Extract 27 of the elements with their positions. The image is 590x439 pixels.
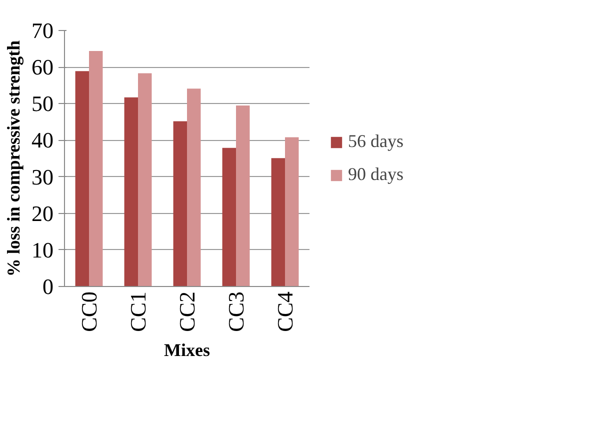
bar (222, 148, 236, 286)
bar (236, 105, 250, 286)
legend-label: 56 days (348, 131, 404, 152)
bar (75, 71, 89, 286)
bar (187, 88, 201, 286)
bar (124, 97, 138, 286)
x-axis-title: Mixes (164, 340, 210, 360)
x-tick-label: CC0 (76, 291, 102, 332)
y-tick-label: 30 (32, 164, 54, 190)
x-tick-label: CC3 (224, 291, 248, 332)
y-tick-label: 0 (42, 274, 54, 299)
legend-label: 90 days (348, 164, 404, 185)
x-tick-label: CC1 (126, 291, 150, 332)
y-tick-label: 60 (32, 54, 54, 80)
y-tick-label: 20 (32, 200, 54, 226)
y-axis-title: % loss in compressive strength (4, 40, 24, 277)
y-tick-label: 10 (32, 237, 54, 262)
bar (285, 137, 299, 286)
y-tick-label: 70 (32, 18, 54, 43)
x-tick-label: CC2 (174, 291, 200, 332)
x-tick-label: CC4 (272, 291, 298, 332)
y-tick-label: 50 (32, 91, 54, 116)
bar (89, 50, 103, 286)
bar (271, 158, 285, 286)
bar (138, 73, 152, 286)
y-tick-label: 40 (32, 128, 54, 153)
bar (173, 121, 187, 286)
